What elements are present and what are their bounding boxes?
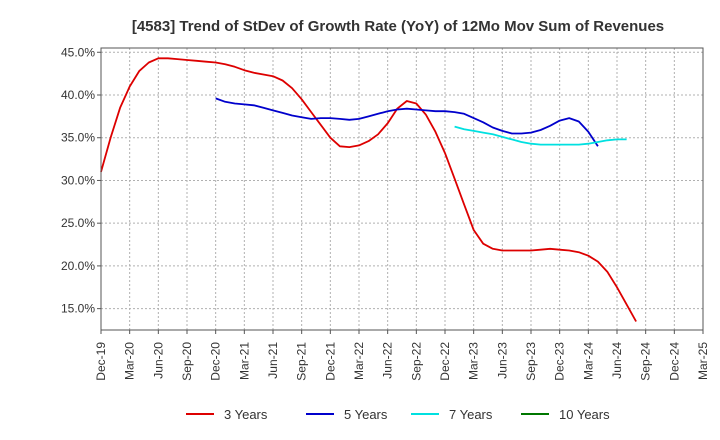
x-tick-label: Sep-22 [409, 342, 423, 381]
x-tick-label: Dec-21 [323, 342, 337, 381]
legend-label: 7 Years [449, 407, 493, 422]
x-axis-ticks: Dec-19 Mar-20 Jun-20 Sep-20 Dec-20 Mar-21 Jun-… [94, 330, 710, 381]
y-tick-label: 45.0% [61, 45, 95, 59]
x-tick-label: Mar-24 [581, 342, 595, 380]
series-lines [100, 57, 637, 322]
y-tick-label: 35.0% [61, 131, 95, 145]
x-tick-label: Sep-20 [180, 342, 194, 381]
x-tick-label: Dec-20 [209, 342, 223, 381]
x-tick-label: Dec-19 [94, 342, 108, 381]
x-tick-label: Mar-23 [467, 342, 481, 380]
legend: 3 Years 5 Years 7 Years 10 Years [186, 407, 610, 422]
x-tick-label: Mar-21 [237, 342, 251, 380]
x-tick-label: Mar-25 [696, 342, 710, 380]
x-tick-label: Jun-20 [151, 342, 165, 379]
series-line-3-years [100, 57, 637, 322]
y-axis-ticks: 15.0% 20.0% 25.0% 30.0% 35.0% 40.0% 45.0% [61, 45, 101, 316]
x-tick-label: Mar-22 [352, 342, 366, 380]
x-tick-label: Dec-22 [438, 342, 452, 381]
x-tick-label: Dec-24 [667, 342, 681, 381]
y-tick-label: 15.0% [61, 302, 95, 316]
x-tick-label: Mar-20 [123, 342, 137, 380]
x-tick-label: Dec-23 [553, 342, 567, 381]
x-tick-label: Jun-23 [495, 342, 509, 379]
x-tick-label: Sep-21 [295, 342, 309, 381]
legend-label: 10 Years [559, 407, 610, 422]
legend-label: 3 Years [224, 407, 268, 422]
gridlines [100, 48, 704, 330]
x-tick-label: Sep-23 [524, 342, 538, 381]
x-tick-label: Jun-24 [610, 342, 624, 379]
legend-label: 5 Years [344, 407, 388, 422]
chart-title: [4583] Trend of StDev of Growth Rate (Yo… [132, 18, 664, 35]
x-tick-label: Sep-24 [639, 342, 653, 381]
series-line-7-years [454, 125, 627, 146]
x-tick-label: Jun-21 [266, 342, 280, 379]
series-line-5-years [215, 97, 599, 147]
y-tick-label: 30.0% [61, 173, 95, 187]
y-tick-label: 40.0% [61, 88, 95, 102]
y-tick-label: 20.0% [61, 259, 95, 273]
plot-area-frame [100, 47, 704, 331]
y-tick-label: 25.0% [61, 216, 95, 230]
x-tick-label: Jun-22 [381, 342, 395, 379]
